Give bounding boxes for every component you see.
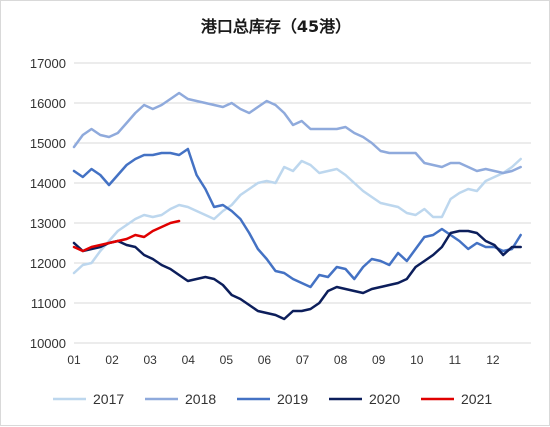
- x-axis-ticks: 01 02 03 04 05 06 07 08 09 10 11 12: [67, 353, 500, 367]
- x-tick-label: 06: [258, 353, 272, 367]
- series-lines: [72, 91, 522, 321]
- series-line-2019: [72, 147, 522, 289]
- y-axis-ticks: 17000 16000 15000 14000 13000 12000 11000 10000: [30, 56, 66, 351]
- legend-label-2020: 2020: [369, 391, 400, 407]
- y-tick-label: 11000: [31, 296, 66, 311]
- x-tick-label: 10: [410, 353, 424, 367]
- series-line-2020: [72, 229, 522, 321]
- legend: 2017 2018 2019 2020 2021: [53, 391, 492, 407]
- series-line-2018: [72, 91, 522, 175]
- x-tick-label: 11: [449, 353, 462, 367]
- x-tick-label: 07: [296, 353, 310, 367]
- x-tick-label: 12: [486, 353, 500, 367]
- chart-title: 港口总库存（45港）: [201, 17, 351, 36]
- x-tick-label: 01: [67, 353, 81, 367]
- y-tick-label: 17000: [30, 56, 66, 71]
- series-line-2021: [72, 219, 181, 253]
- x-tick-label: 04: [182, 353, 196, 367]
- series-line-2017: [72, 157, 522, 275]
- x-tick-label: 05: [220, 353, 234, 367]
- legend-label-2019: 2019: [277, 391, 308, 407]
- y-tick-label: 10000: [30, 336, 66, 351]
- y-tick-label: 12000: [30, 256, 66, 271]
- x-tick-label: 03: [143, 353, 157, 367]
- legend-label-2018: 2018: [185, 391, 216, 407]
- y-tick-label: 14000: [30, 176, 66, 191]
- legend-label-2021: 2021: [461, 391, 492, 407]
- y-tick-label: 13000: [30, 216, 66, 231]
- y-tick-label: 16000: [30, 96, 66, 111]
- x-tick-label: 08: [334, 353, 348, 367]
- gridlines: [74, 62, 531, 344]
- x-tick-label: 02: [105, 353, 119, 367]
- legend-label-2017: 2017: [93, 391, 124, 407]
- x-tick-label: 09: [372, 353, 386, 367]
- y-tick-label: 15000: [30, 136, 66, 151]
